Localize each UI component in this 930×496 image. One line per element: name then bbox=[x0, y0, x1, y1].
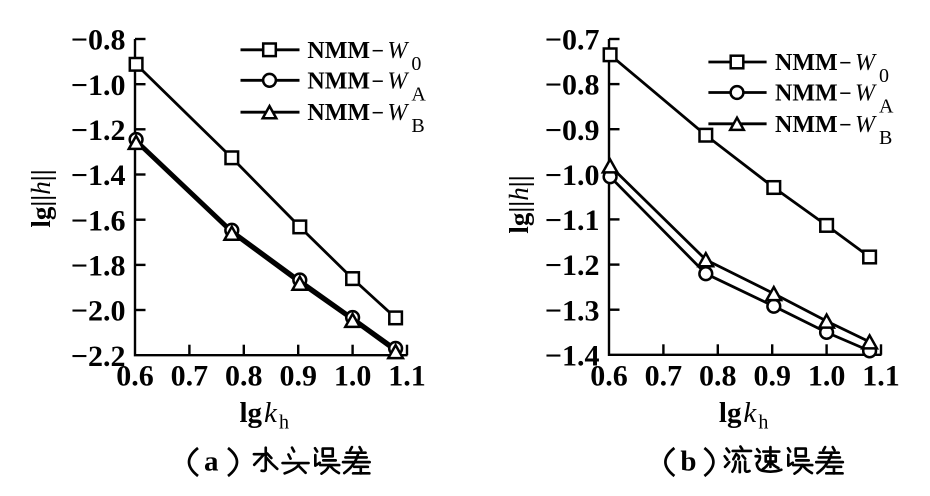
svg-text:0.7: 0.7 bbox=[171, 360, 209, 393]
svg-text:−: − bbox=[839, 50, 852, 75]
svg-text:lg||h||: lg||h|| bbox=[26, 169, 56, 227]
svg-text:−0.8: −0.8 bbox=[71, 24, 126, 57]
svg-text:NMM: NMM bbox=[775, 81, 838, 107]
svg-text:lg: lg bbox=[240, 397, 263, 429]
svg-text:lg: lg bbox=[719, 397, 742, 429]
svg-text:k: k bbox=[264, 397, 278, 429]
svg-text:−0.9: −0.9 bbox=[545, 114, 600, 147]
svg-text:0.8: 0.8 bbox=[225, 360, 263, 393]
svg-text:−1.2: −1.2 bbox=[545, 249, 600, 282]
svg-text:W: W bbox=[855, 81, 877, 107]
svg-text:h: h bbox=[758, 412, 768, 434]
svg-text:−2.0: −2.0 bbox=[71, 295, 126, 328]
svg-text:−1.6: −1.6 bbox=[71, 204, 126, 237]
svg-text:−0.7: −0.7 bbox=[545, 24, 600, 57]
svg-text:k: k bbox=[743, 397, 757, 429]
svg-text:−: − bbox=[839, 81, 852, 106]
svg-text:1.0: 1.0 bbox=[334, 360, 372, 393]
svg-text:1.1: 1.1 bbox=[388, 360, 426, 393]
svg-text:−: − bbox=[371, 100, 384, 125]
svg-text:−1.8: −1.8 bbox=[71, 250, 126, 283]
svg-text:−1.4: −1.4 bbox=[545, 339, 600, 372]
svg-text:a: a bbox=[204, 446, 219, 478]
svg-text:0.6: 0.6 bbox=[116, 360, 154, 393]
svg-text:−1.1: −1.1 bbox=[545, 204, 600, 237]
svg-text:−0.8: −0.8 bbox=[545, 69, 600, 102]
svg-text:NMM: NMM bbox=[307, 68, 370, 94]
svg-text:−: − bbox=[839, 112, 852, 137]
svg-text:0.9: 0.9 bbox=[279, 360, 317, 393]
svg-text:W: W bbox=[855, 50, 877, 76]
svg-text:0.6: 0.6 bbox=[590, 360, 628, 393]
svg-text:A: A bbox=[879, 96, 894, 118]
svg-text:−: − bbox=[371, 68, 384, 93]
svg-text:0: 0 bbox=[411, 53, 421, 75]
svg-text:lg||h||: lg||h|| bbox=[504, 175, 534, 233]
svg-text:0.8: 0.8 bbox=[699, 360, 737, 393]
svg-text:−1.0: −1.0 bbox=[545, 159, 600, 192]
svg-text:W: W bbox=[387, 68, 409, 94]
svg-text:−1.0: −1.0 bbox=[71, 69, 126, 102]
svg-text:0.9: 0.9 bbox=[753, 360, 791, 393]
svg-text:B: B bbox=[879, 127, 892, 149]
svg-text:−1.4: −1.4 bbox=[71, 159, 126, 192]
svg-text:0.7: 0.7 bbox=[645, 360, 683, 393]
svg-text:NMM: NMM bbox=[775, 112, 838, 138]
svg-text:b: b bbox=[680, 446, 696, 478]
svg-text:−: − bbox=[371, 38, 384, 63]
svg-text:1.0: 1.0 bbox=[808, 360, 846, 393]
svg-text:h: h bbox=[279, 412, 289, 434]
svg-text:−1.2: −1.2 bbox=[71, 114, 126, 147]
svg-text:B: B bbox=[411, 115, 424, 137]
svg-text:A: A bbox=[411, 83, 426, 105]
svg-text:NMM: NMM bbox=[307, 100, 370, 126]
svg-text:−2.2: −2.2 bbox=[71, 340, 126, 373]
svg-text:0: 0 bbox=[879, 65, 889, 87]
svg-text:NMM: NMM bbox=[307, 38, 370, 64]
svg-text:−1.3: −1.3 bbox=[545, 294, 600, 327]
svg-text:W: W bbox=[855, 112, 877, 138]
svg-text:W: W bbox=[387, 100, 409, 126]
svg-text:W: W bbox=[387, 38, 409, 64]
svg-text:NMM: NMM bbox=[775, 50, 838, 76]
svg-text:1.1: 1.1 bbox=[862, 360, 900, 393]
